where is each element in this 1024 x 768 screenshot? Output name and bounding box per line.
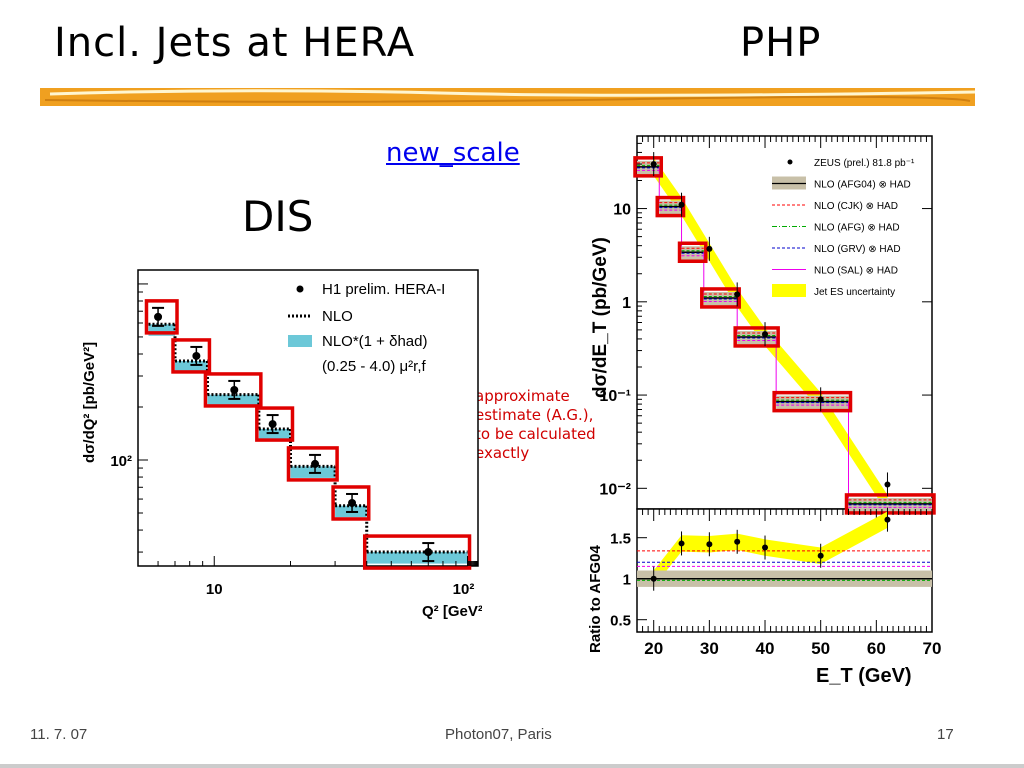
legend-label: ZEUS (prel.) 81.8 pb⁻¹ (814, 158, 915, 169)
highlight-box (733, 326, 780, 348)
nlo-band (366, 552, 468, 564)
legend-label: NLO (GRV) ⊗ HAD (814, 244, 901, 255)
ratio-es-band (653, 511, 888, 587)
x-tick-label: 10 (206, 581, 223, 598)
x-tick-label: 30 (700, 639, 719, 658)
dis-plot-area: 10 10² 10² (110, 283, 479, 598)
footer-date: 11. 7. 07 (30, 726, 88, 743)
legend-label: NLO (AFG04) ⊗ HAD (814, 180, 911, 191)
legend-label: NLO (AFG) ⊗ HAD (814, 223, 900, 234)
accent-bar-shadow (44, 95, 971, 103)
footer-bar (0, 764, 1024, 768)
legend-label: Jet ES uncertainty (814, 287, 895, 298)
x-tick-label: 50 (811, 639, 830, 658)
ratio-point (817, 552, 824, 559)
data-point (734, 291, 741, 298)
legend-label: NLO*(1 + δhad) (322, 333, 427, 350)
highlight-box (144, 299, 179, 335)
php-ratio-area: 1.5 1 0.5 (610, 507, 932, 630)
slide-title: Incl. Jets at HERA (54, 20, 416, 66)
x-tick-label: 70 (923, 639, 942, 658)
ratio-y-tick-label: 1 (623, 572, 631, 589)
approximation-note: approximate estimate (A.G.), to be calcu… (475, 387, 596, 462)
php-plot-area: 10 1 10⁻¹ 10⁻² 20 30 40 50 60 70 (599, 135, 942, 658)
ratio-point (734, 538, 741, 545)
highlight-box (171, 338, 212, 374)
data-point (884, 481, 891, 488)
data-point (311, 459, 320, 468)
data-point (192, 351, 201, 360)
ratio-point (678, 540, 685, 547)
accent-bar-highlight (49, 89, 975, 97)
nlo-band (207, 394, 259, 407)
data-point (678, 201, 685, 208)
legend-label: (0.25 - 4.0) μ²r,f (322, 358, 427, 375)
data-point (762, 331, 769, 338)
data-point (706, 245, 713, 252)
highlight-box (362, 534, 472, 570)
ratio-y-tick-label: 0.5 (610, 613, 631, 630)
y-tick-label: 10⁻¹ (599, 388, 631, 405)
data-point (817, 396, 824, 403)
x-tick-label: 20 (644, 639, 663, 658)
highlight-box (844, 493, 936, 515)
legend-marker-es (772, 284, 806, 297)
y-tick-label: 10² (110, 453, 132, 470)
x-tick-label: 40 (756, 639, 775, 658)
y-tick-label: 1 (622, 295, 631, 312)
legend-label: H1 prelim. HERA-I (322, 281, 445, 298)
highlight-box (255, 406, 295, 442)
highlight-box (203, 372, 263, 408)
php-chart: 10 1 10⁻¹ 10⁻² 20 30 40 50 60 70 1.5 1 0.5 ZEUS (pr… (587, 135, 942, 687)
php-y-axis-label: dσ/dE_T (pb/GeV) (590, 237, 611, 398)
ratio-point (762, 544, 769, 551)
nlo-band (175, 361, 208, 373)
data-point (650, 161, 657, 168)
y-tick-label: 10⁻² (599, 481, 631, 498)
highlight-box (331, 485, 371, 521)
dis-y-axis-label: dσ/dQ² [pb/GeV²] (81, 342, 98, 463)
data-point (424, 548, 433, 557)
legend-label: NLO (SAL) ⊗ HAD (814, 266, 898, 277)
ratio-y-tick-label: 1.5 (610, 531, 631, 548)
php-legend: ZEUS (prel.) 81.8 pb⁻¹ NLO (AFG04) ⊗ HAD N… (772, 158, 915, 298)
data-point (348, 498, 357, 507)
data-point (230, 385, 239, 394)
accent-bar (40, 88, 975, 106)
legend-label: NLO (CJK) ⊗ HAD (814, 201, 898, 212)
legend-marker-data (296, 285, 304, 293)
nlo-band (258, 428, 291, 441)
legend-label: NLO (322, 308, 353, 325)
legend-marker-band (288, 335, 312, 347)
new-scale-link[interactable]: new_scale (386, 138, 520, 168)
data-point (154, 312, 163, 321)
dis-legend: H1 prelim. HERA-I NLO NLO*(1 + δhad) (0.25 … (288, 281, 445, 375)
php-x-axis-label: E_T (GeV) (816, 665, 912, 687)
x-tick-label: 60 (867, 639, 886, 658)
ratio-point (706, 541, 713, 548)
dis-x-axis-label: Q² [GeV²] (422, 603, 482, 620)
highlight-box (633, 156, 664, 178)
footer-page-number: 17 (937, 726, 954, 743)
y-tick-label: 10 (613, 202, 631, 219)
highlight-box (700, 287, 741, 309)
dis-chart: 10 10² 10² H1 prelim. HERA-I NLO NLO*(1 + δh… (81, 269, 482, 620)
dis-frame (137, 269, 479, 567)
ratio-point (650, 575, 657, 582)
data-point (268, 420, 277, 429)
php-ratio-y-axis-label: Ratio to AFG04 (587, 545, 604, 653)
x-tick-label: 10² (453, 581, 475, 598)
slide-title-right: PHP (740, 20, 822, 66)
highlight-box (772, 390, 853, 413)
highlight-box (677, 241, 708, 264)
footer-venue: Photon07, Paris (445, 726, 552, 743)
ratio-point (884, 516, 891, 523)
dis-label: DIS (242, 192, 314, 241)
highlight-box (286, 446, 339, 482)
legend-marker-data (787, 159, 793, 165)
php-main-frame (636, 135, 933, 510)
nlo-band (148, 324, 176, 336)
